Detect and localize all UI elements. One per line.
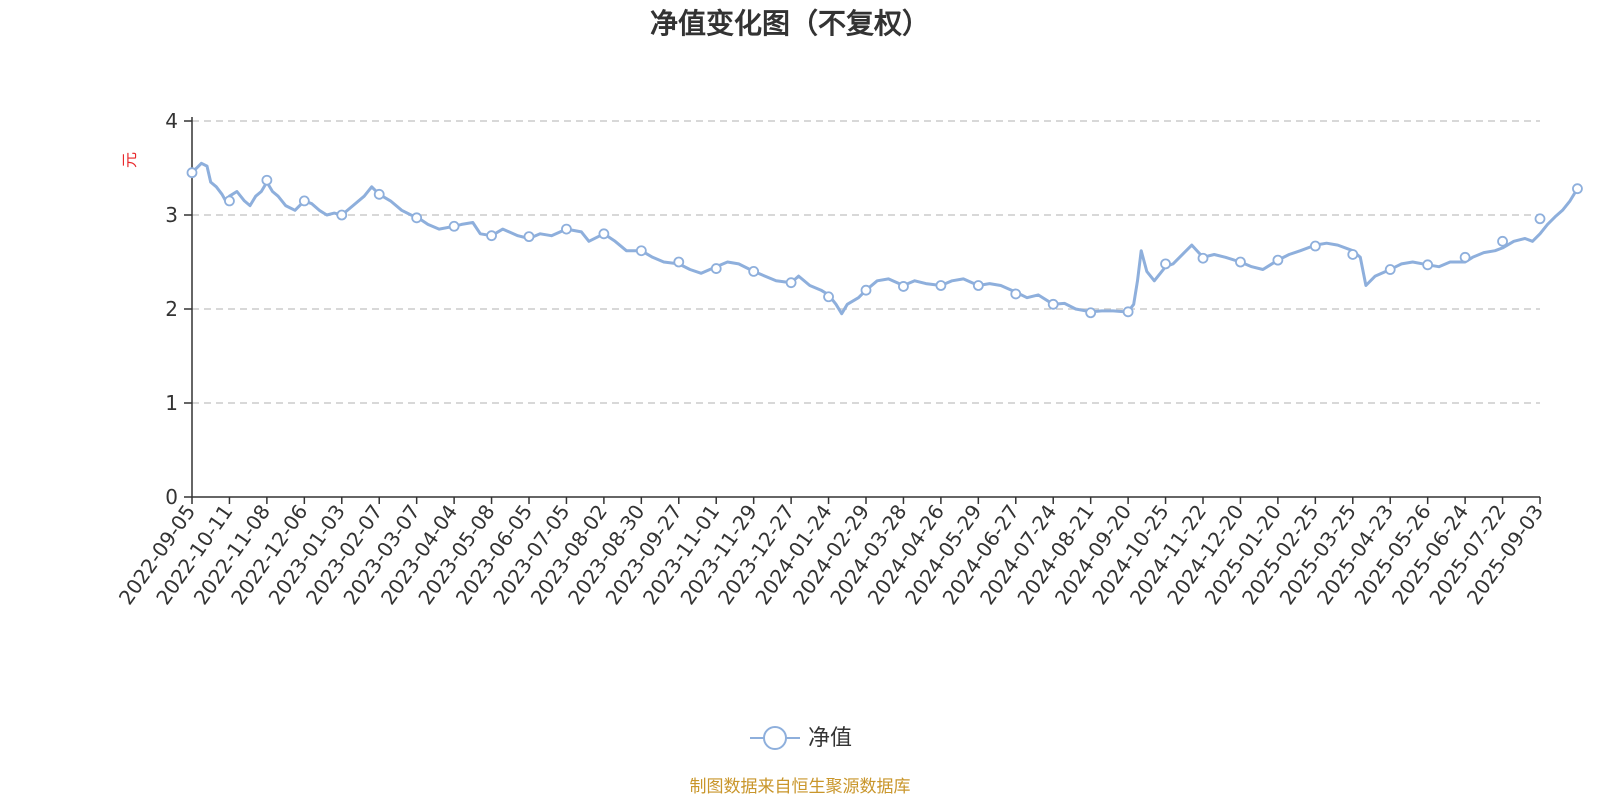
data-point-marker: [823, 291, 834, 303]
data-point-marker: [1309, 240, 1321, 252]
data-point-marker: [1572, 183, 1583, 195]
data-point-marker: [748, 265, 760, 277]
data-point-marker: [1122, 306, 1134, 318]
data-point-marker: [860, 284, 872, 296]
data-point-marker: [224, 195, 235, 207]
legend-marker-icon: [763, 726, 787, 750]
data-point-marker: [972, 280, 984, 291]
legend-label: 净值: [808, 726, 852, 751]
data-point-marker: [1272, 254, 1284, 266]
data-point-marker: [1085, 307, 1097, 319]
y-tick-label: 0: [165, 485, 178, 509]
y-tick-label: 2: [165, 297, 178, 321]
data-point-marker: [1347, 249, 1359, 260]
data-point-marker: [1010, 288, 1022, 300]
chart-title: 净值变化图（不复权）: [650, 7, 930, 40]
source-note: 制图数据来自恒生聚源数据库: [690, 777, 911, 797]
data-point-marker: [523, 231, 535, 243]
data-point-marker: [935, 280, 947, 291]
data-point-marker: [298, 195, 310, 207]
data-point-marker: [635, 245, 647, 257]
data-point-marker: [448, 220, 460, 232]
data-point-marker: [1160, 258, 1171, 270]
y-tick-label: 3: [165, 203, 178, 227]
series-line-nav: [190, 161, 1579, 316]
data-point-marker: [1235, 256, 1246, 268]
data-point-marker: [1497, 235, 1508, 247]
y-tick-label: 4: [165, 109, 178, 133]
data-point-marker: [1534, 213, 1546, 225]
data-point-marker: [1422, 259, 1434, 271]
data-point-marker: [411, 212, 423, 224]
data-point-marker: [561, 223, 572, 235]
data-point-marker: [598, 228, 610, 240]
data-point-marker: [1047, 298, 1059, 310]
grid-lines: [192, 120, 1540, 404]
data-point-marker: [261, 174, 273, 186]
data-point-marker: [1197, 252, 1209, 264]
data-point-marker: [186, 167, 198, 179]
series-layer: [186, 161, 1583, 319]
data-point-marker: [898, 281, 909, 292]
y-axis-unit: 元: [120, 152, 139, 168]
legend[interactable]: 净值: [750, 726, 852, 751]
data-point-marker: [486, 230, 497, 242]
axes: 012342022-09-052022-10-112022-11-082022-…: [114, 109, 1548, 609]
data-point-marker: [710, 263, 722, 274]
y-tick-label: 1: [165, 391, 178, 415]
data-point-marker: [373, 188, 385, 200]
data-point-marker: [336, 209, 348, 221]
data-point-marker: [785, 277, 797, 289]
data-point-marker: [673, 256, 685, 268]
data-point-marker: [1384, 264, 1396, 275]
data-point-marker: [1459, 251, 1471, 263]
